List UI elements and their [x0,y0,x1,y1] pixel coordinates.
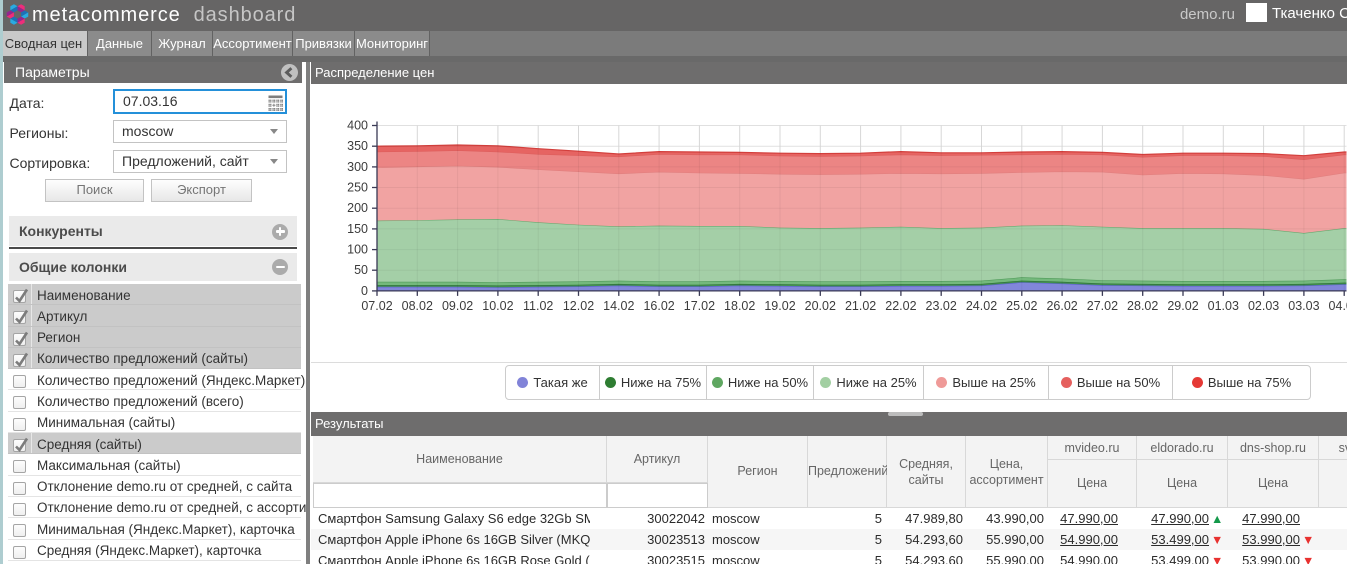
svg-text:200: 200 [347,201,368,215]
svg-text:18.02: 18.02 [724,299,755,313]
svg-text:21.02: 21.02 [845,299,876,313]
svg-text:02.03: 02.03 [1248,299,1279,313]
svg-text:25.02: 25.02 [1006,299,1037,313]
svg-text:29.02: 29.02 [1167,299,1198,313]
svg-text:400: 400 [347,119,368,133]
svg-text:300: 300 [347,160,368,174]
svg-text:01.03: 01.03 [1208,299,1239,313]
svg-text:22.02: 22.02 [885,299,916,313]
svg-text:28.02: 28.02 [1127,299,1158,313]
svg-text:23.02: 23.02 [926,299,957,313]
svg-text:17.02: 17.02 [684,299,715,313]
svg-text:19.02: 19.02 [764,299,795,313]
svg-text:14.02: 14.02 [603,299,634,313]
svg-text:100: 100 [347,243,368,257]
svg-text:16.02: 16.02 [643,299,674,313]
svg-text:27.02: 27.02 [1087,299,1118,313]
svg-text:150: 150 [347,222,368,236]
svg-text:11.02: 11.02 [523,299,553,313]
svg-text:350: 350 [347,139,368,153]
svg-text:26.02: 26.02 [1046,299,1077,313]
svg-text:04.03: 04.03 [1329,299,1347,313]
svg-text:20.02: 20.02 [805,299,836,313]
svg-text:03.03: 03.03 [1288,299,1319,313]
svg-text:09.02: 09.02 [442,299,473,313]
svg-text:07.02: 07.02 [361,299,392,313]
svg-text:50: 50 [354,263,368,277]
svg-text:10.02: 10.02 [482,299,513,313]
svg-text:12.02: 12.02 [563,299,594,313]
svg-text:250: 250 [347,181,368,195]
svg-text:0: 0 [361,284,368,298]
svg-text:24.02: 24.02 [966,299,997,313]
svg-text:08.02: 08.02 [402,299,433,313]
